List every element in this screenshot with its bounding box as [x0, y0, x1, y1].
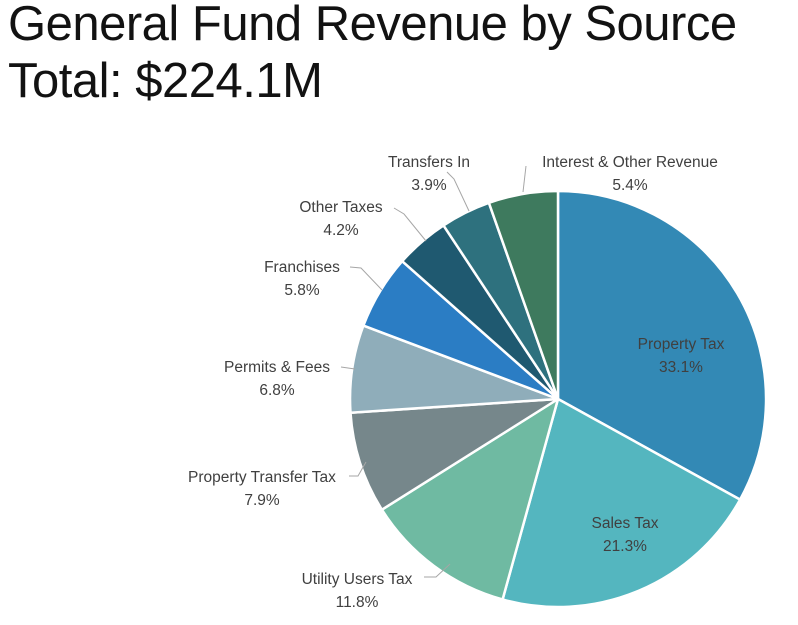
leader-line [349, 461, 367, 477]
slice-label-name: Transfers In [388, 154, 470, 171]
slice-label-name: Utility Users Tax [302, 571, 413, 588]
leader-line [349, 266, 383, 291]
chart-title-line2: Total: $224.1M [8, 54, 323, 108]
slice-label-percent: 11.8% [336, 594, 379, 611]
leader-line [340, 366, 356, 370]
leader-line [522, 165, 527, 193]
slice-label-name: Property Transfer Tax [188, 469, 336, 486]
slice-label-name: Permits & Fees [224, 359, 330, 376]
pie-slice-utility-users-tax [380, 397, 560, 601]
slice-label-percent: 4.2% [323, 222, 359, 239]
slice-label-name: Property Tax [638, 336, 725, 353]
slice-label-percent: 5.4% [612, 177, 648, 194]
slice-label-name: Other Taxes [299, 199, 383, 216]
leader-line [393, 207, 427, 242]
pie-slice-interest-other-revenue [487, 189, 560, 401]
pie-slice-sales-tax [501, 397, 742, 609]
slice-label-percent: 7.9% [244, 492, 280, 509]
slice-label-name: Interest & Other Revenue [542, 154, 718, 171]
slice-label-percent: 5.8% [284, 282, 320, 299]
slice-label-percent: 3.9% [411, 177, 447, 194]
leader-line [424, 563, 451, 578]
leader-line [446, 171, 470, 212]
pie-slice-property-tax [556, 189, 768, 501]
pie-slice-property-transfer-tax [349, 397, 560, 511]
slice-label-percent: 33.1% [659, 359, 703, 376]
slice-label-name: Franchises [264, 259, 340, 276]
slice-label-percent: 6.8% [259, 382, 295, 399]
chart-title-line1: General Fund Revenue by Source [8, 0, 737, 51]
slice-label-name: Sales Tax [592, 515, 659, 532]
chart-title: General Fund Revenue by Source Total: $2… [8, 0, 737, 110]
slice-label-percent: 21.3% [603, 538, 647, 555]
